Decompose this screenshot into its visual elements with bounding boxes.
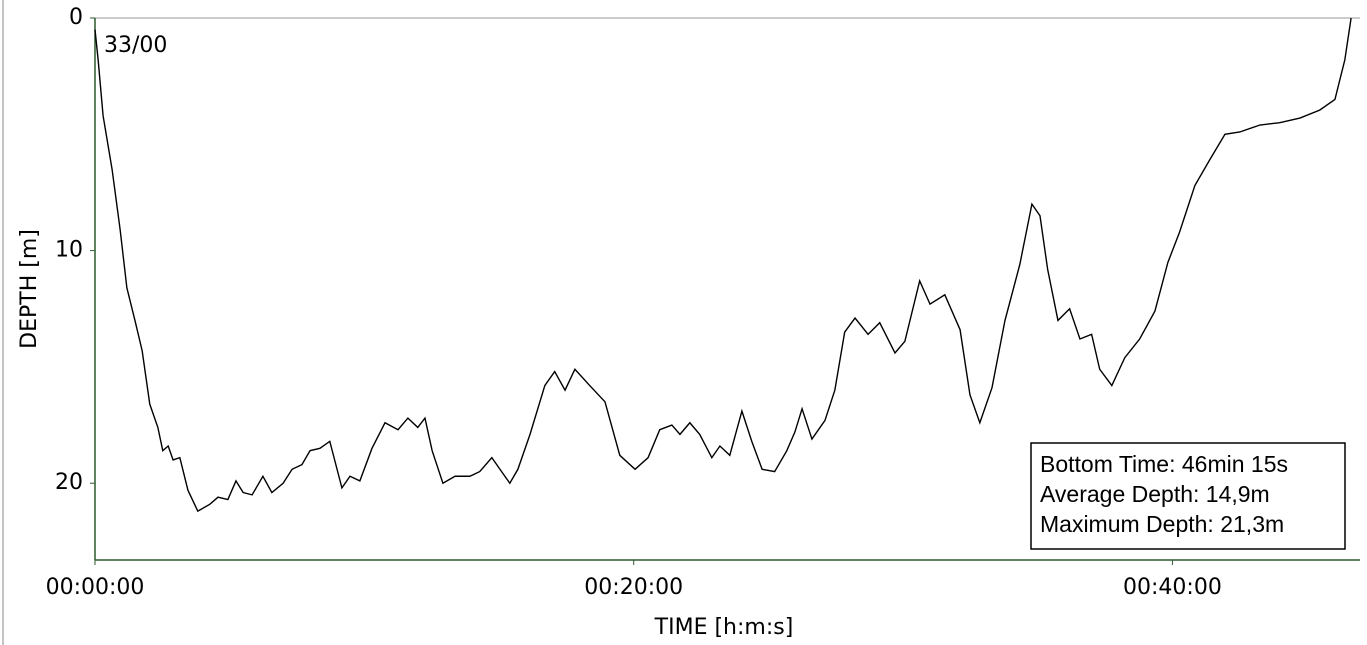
depth-line bbox=[94, 17, 1352, 513]
annotation: 33/00 bbox=[104, 33, 167, 58]
x-tick-label: 00:40:00 bbox=[1123, 575, 1222, 600]
x-axis-label: TIME [h:m:s] bbox=[654, 615, 794, 640]
y-axis-label: DEPTH [m] bbox=[17, 229, 42, 349]
info-line: Maximum Depth: 21,3m bbox=[1040, 511, 1284, 537]
x-tick-label: 00:20:00 bbox=[584, 575, 683, 600]
info-line: Average Depth: 14,9m bbox=[1040, 481, 1270, 507]
y-tick-label: 20 bbox=[55, 470, 83, 495]
info-box: Bottom Time: 46min 15s Average Depth: 14… bbox=[1030, 442, 1346, 550]
y-tick-label: 0 bbox=[69, 5, 83, 30]
info-line: Bottom Time: 46min 15s bbox=[1040, 451, 1288, 477]
x-tick-label: 00:00:00 bbox=[46, 575, 145, 600]
y-tick-label: 10 bbox=[55, 238, 83, 263]
info-box-frame bbox=[1030, 442, 1346, 550]
